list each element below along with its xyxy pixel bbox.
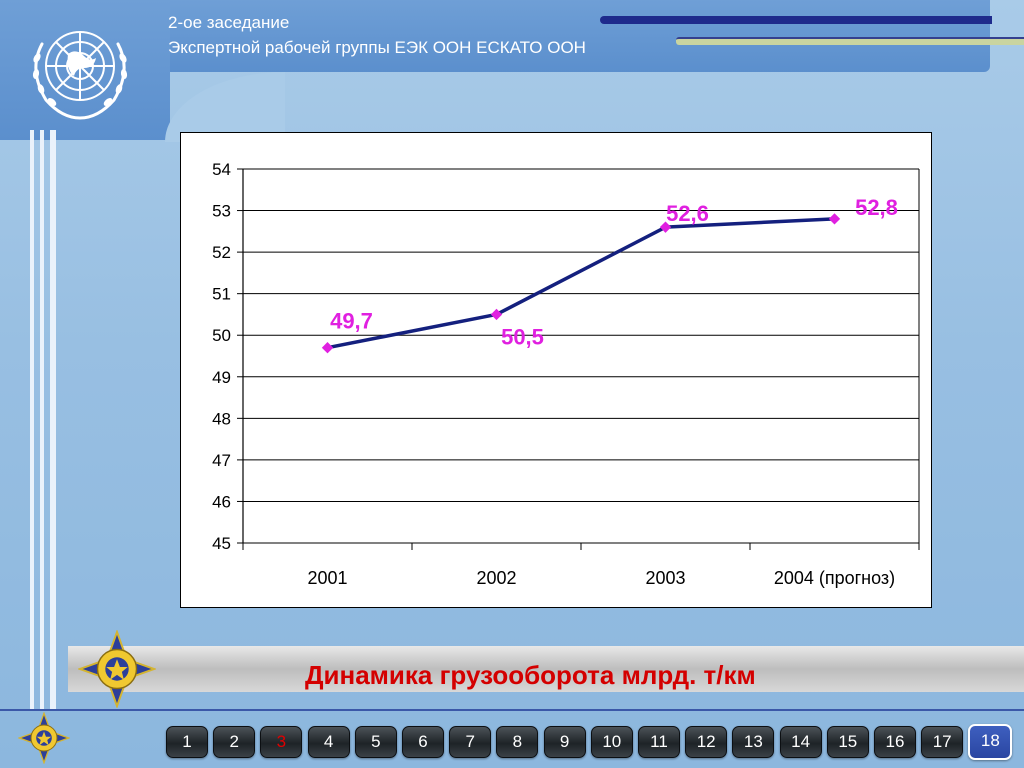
nav-button-13[interactable]: 13 bbox=[732, 726, 775, 758]
nav-button-7[interactable]: 7 bbox=[449, 726, 492, 758]
nav-button-6[interactable]: 6 bbox=[402, 726, 444, 758]
y-tick-label: 45 bbox=[212, 534, 231, 553]
nav-button-11[interactable]: 11 bbox=[638, 726, 680, 758]
nav-button-8[interactable]: 8 bbox=[496, 726, 539, 758]
chart-panel: 45 46 47 48 49 50 51 52 53 54 2001 2002 2003 2004 (пр… bbox=[180, 132, 932, 608]
nav-button-5[interactable]: 5 bbox=[354, 726, 397, 758]
data-point bbox=[828, 213, 841, 225]
decor-vertical-stripe bbox=[30, 130, 34, 710]
nav-button-1[interactable]: 1 bbox=[166, 726, 208, 758]
y-tick-label: 53 bbox=[212, 202, 231, 221]
y-tick-label: 48 bbox=[212, 409, 231, 428]
nav-button-9[interactable]: 9 bbox=[543, 726, 586, 758]
x-tick-label: 2004 (прогноз) bbox=[774, 568, 895, 588]
y-tick-label: 51 bbox=[212, 285, 231, 304]
nav-button-15[interactable]: 15 bbox=[826, 726, 869, 758]
y-tick-label: 49 bbox=[212, 368, 231, 387]
header-line-1: 2-ое заседание bbox=[168, 13, 290, 32]
y-tick-label: 50 bbox=[212, 326, 231, 345]
nav-button-4[interactable]: 4 bbox=[307, 726, 350, 758]
x-tick-label: 2002 bbox=[476, 568, 516, 588]
x-tick-label: 2003 bbox=[645, 568, 685, 588]
nav-button-10[interactable]: 10 bbox=[590, 726, 633, 758]
nav-button-14[interactable]: 14 bbox=[779, 726, 822, 758]
series-line bbox=[327, 217, 835, 350]
decor-vertical-stripe bbox=[50, 130, 56, 710]
data-point bbox=[321, 342, 334, 354]
y-tick-label: 52 bbox=[212, 243, 231, 262]
y-tick-label: 47 bbox=[212, 451, 231, 470]
nav-button-16[interactable]: 16 bbox=[874, 726, 916, 758]
data-label: 49,7 bbox=[330, 309, 373, 334]
nav-button-12[interactable]: 12 bbox=[685, 726, 728, 758]
title-bar bbox=[68, 646, 1024, 692]
nav-button-2[interactable]: 2 bbox=[213, 726, 256, 758]
decor-vertical-stripe bbox=[40, 130, 44, 710]
slide-title: Динамика грузооборота млрд. т/км bbox=[305, 660, 756, 690]
data-label: 50,5 bbox=[501, 324, 544, 349]
data-label: 52,6 bbox=[666, 201, 709, 226]
un-emblem-icon bbox=[32, 31, 128, 120]
star-emblem-icon bbox=[78, 630, 156, 708]
data-point bbox=[490, 308, 503, 321]
header-line-2: Экспертной рабочей группы ЕЭК ООН ЕСКАТО… bbox=[168, 38, 586, 57]
decor-stripe-light bbox=[676, 37, 1024, 45]
nav-button-3[interactable]: 3 bbox=[260, 726, 303, 758]
nav-button-18[interactable]: 18 bbox=[968, 724, 1013, 760]
nav-button-17[interactable]: 17 bbox=[921, 726, 964, 758]
y-tick-label: 46 bbox=[212, 492, 231, 511]
data-label: 52,8 bbox=[855, 195, 898, 220]
header: 2-ое заседание Экспертной рабочей группы… bbox=[0, 0, 1024, 142]
footer-divider bbox=[0, 709, 1024, 711]
decor-stripe-dark bbox=[600, 16, 992, 24]
star-emblem-icon bbox=[18, 712, 70, 764]
x-tick-label: 2001 bbox=[307, 568, 347, 588]
y-tick-label: 54 bbox=[212, 160, 231, 179]
line-chart: 45 46 47 48 49 50 51 52 53 54 2001 2002 2003 2004 (пр… bbox=[212, 160, 920, 588]
